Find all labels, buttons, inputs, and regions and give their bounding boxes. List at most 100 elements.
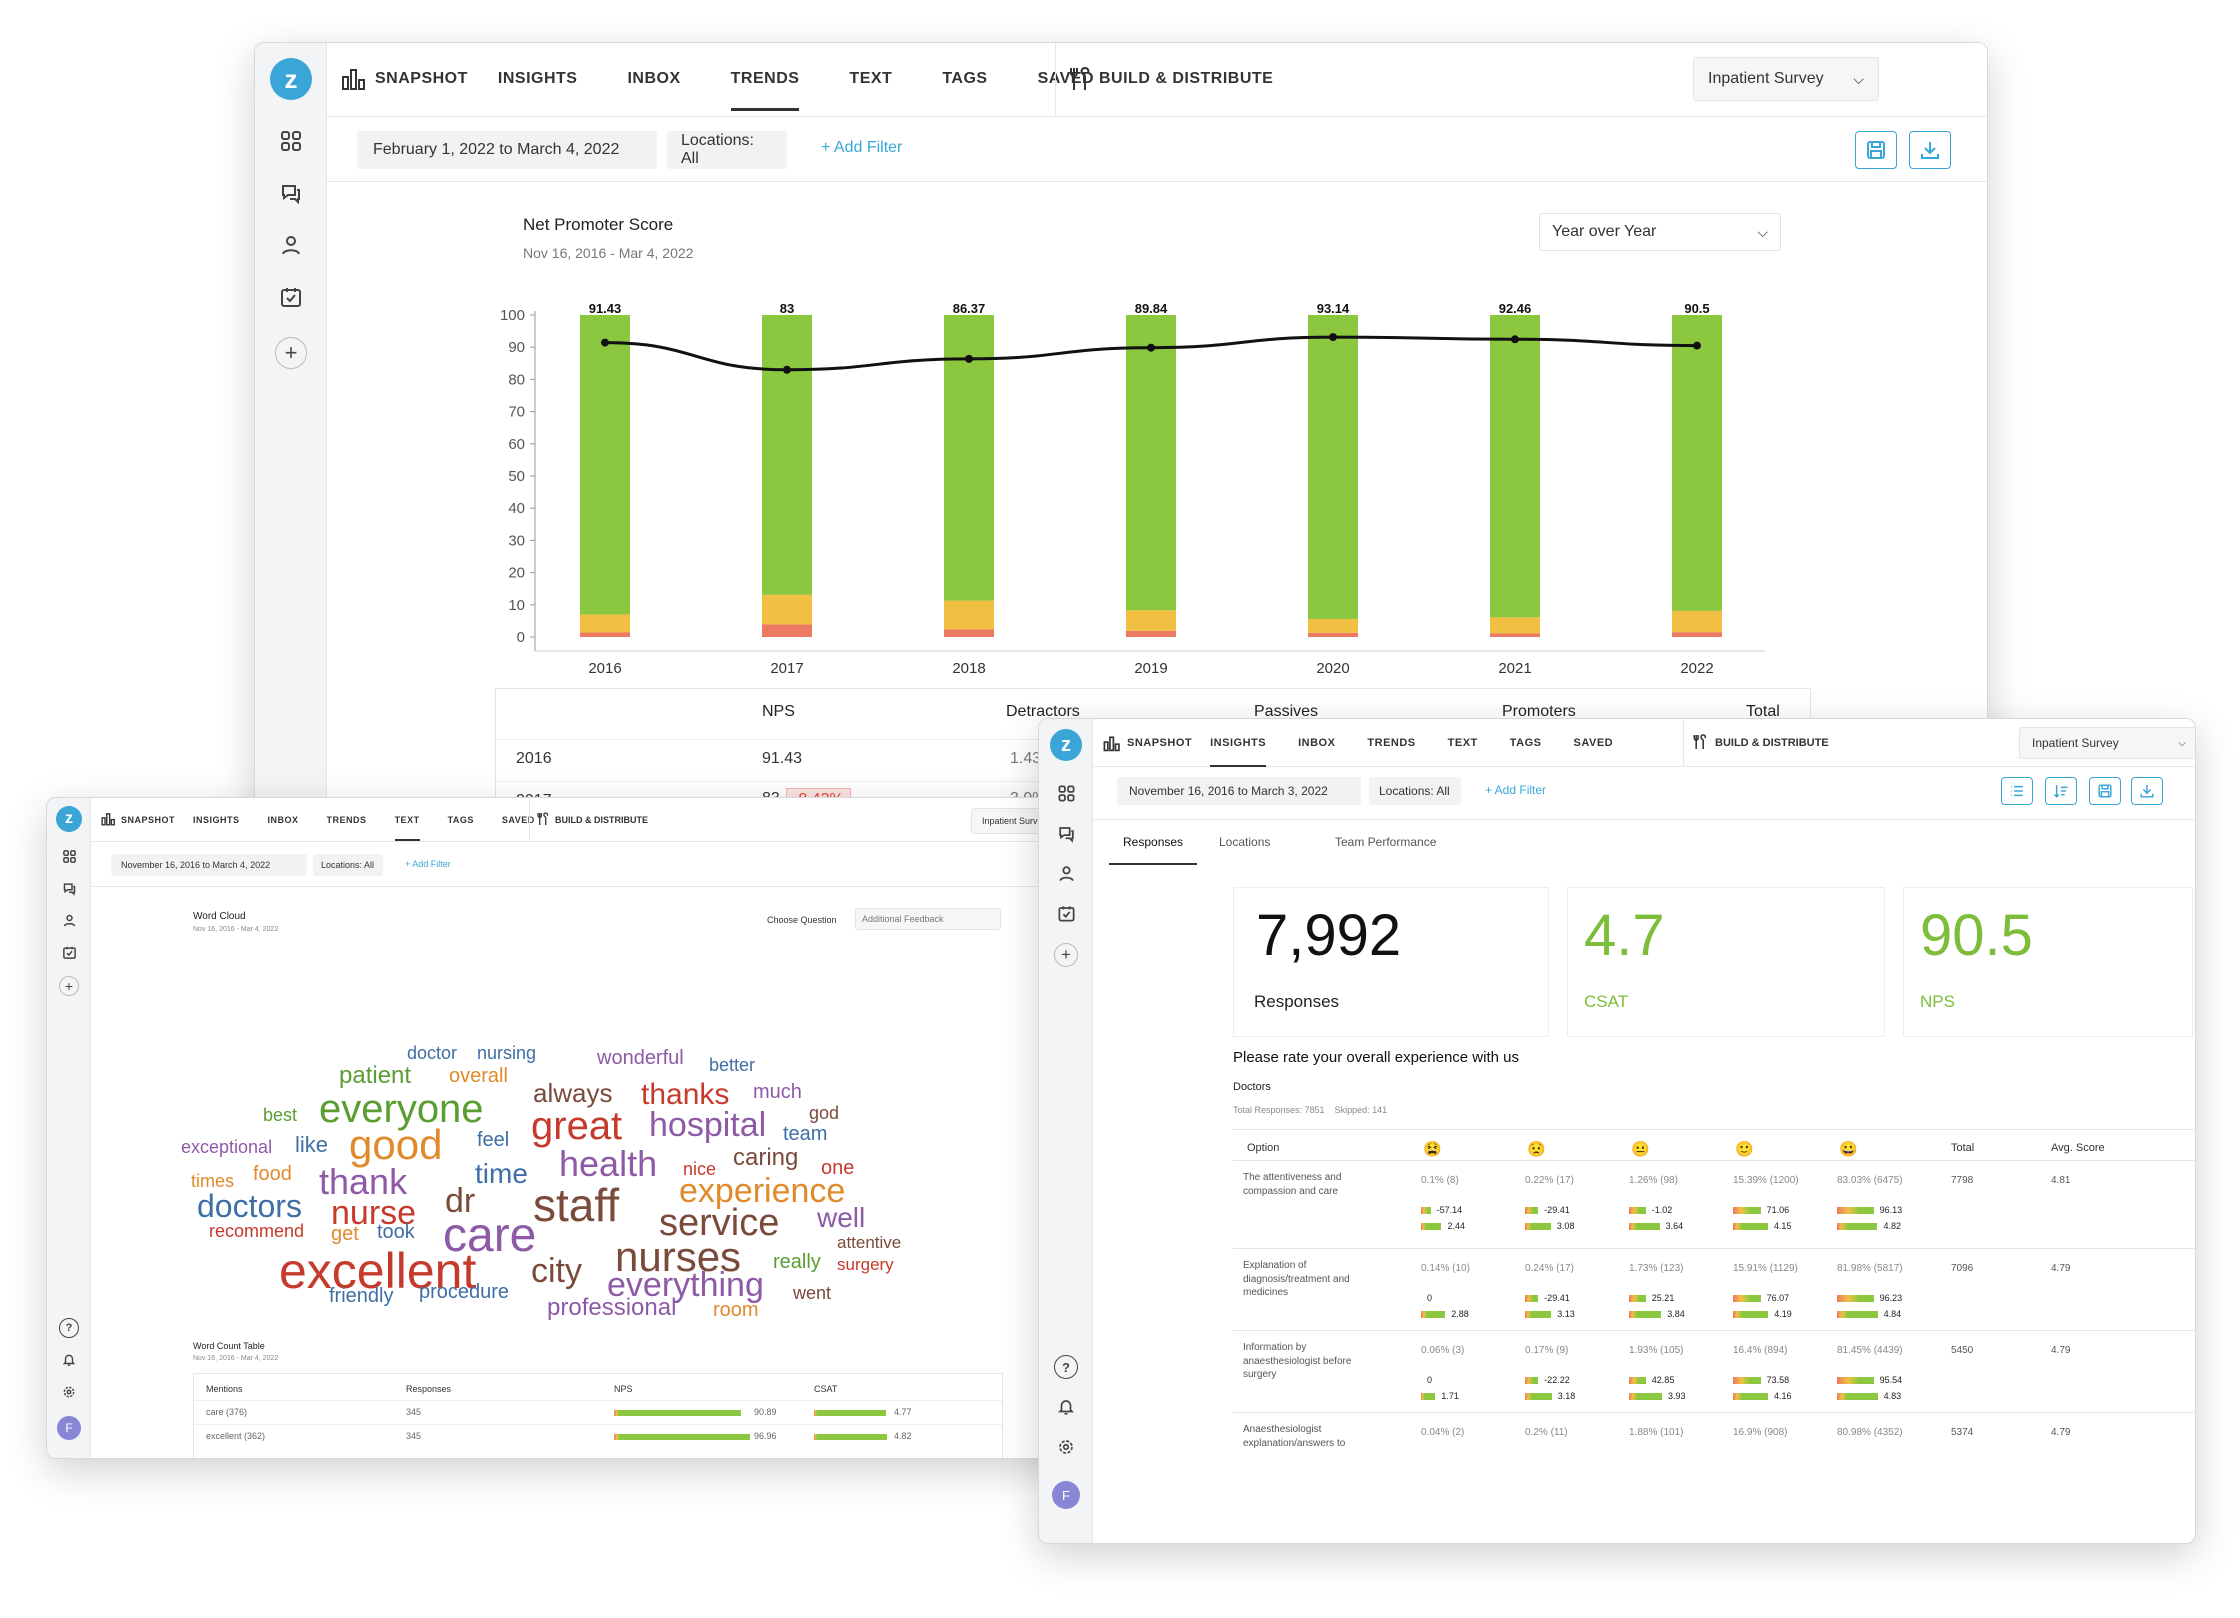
chat-icon[interactable]: [275, 177, 307, 209]
word-cloud-word[interactable]: went: [793, 1283, 832, 1303]
word-cloud-word[interactable]: wonderful: [597, 1047, 684, 1069]
nav-text[interactable]: TEXT: [394, 815, 420, 841]
word-cloud-word[interactable]: times: [191, 1171, 235, 1191]
word-cloud-word[interactable]: one: [821, 1157, 855, 1179]
word-cloud-word[interactable]: nursing: [477, 1043, 537, 1063]
nav-saved[interactable]: SAVED: [501, 815, 535, 825]
word-cloud-word[interactable]: room: [713, 1299, 759, 1321]
list-view-button[interactable]: [2001, 777, 2033, 805]
word-cloud-word[interactable]: took: [377, 1221, 415, 1243]
save-button[interactable]: [1855, 131, 1897, 169]
date-range-chip[interactable]: November 16, 2016 to March 4, 2022: [111, 854, 307, 876]
word-cloud-word[interactable]: everyone: [319, 1087, 484, 1131]
logo-icon[interactable]: z: [270, 58, 312, 100]
date-range-chip[interactable]: November 16, 2016 to March 3, 2022: [1117, 777, 1361, 805]
calendar-check-icon[interactable]: [275, 281, 307, 313]
logo-icon[interactable]: z: [56, 806, 82, 832]
nav-snapshot[interactable]: SNAPSHOT: [1127, 737, 1193, 749]
nav-snapshot[interactable]: SNAPSHOT: [121, 815, 176, 825]
help-icon[interactable]: ?: [59, 1318, 79, 1338]
word-cloud-word[interactable]: god: [809, 1103, 840, 1123]
calendar-check-icon[interactable]: [59, 942, 79, 962]
download-button[interactable]: [2131, 777, 2163, 805]
nav-trends[interactable]: TRENDS: [326, 815, 367, 825]
word-cloud-word[interactable]: food: [253, 1163, 292, 1185]
nav-saved[interactable]: SAVED: [1037, 70, 1095, 87]
dashboard-icon[interactable]: [59, 846, 79, 866]
bell-icon[interactable]: [59, 1350, 79, 1370]
nav-snapshot[interactable]: SNAPSHOT: [375, 70, 468, 87]
avatar[interactable]: F: [1052, 1481, 1080, 1509]
gear-icon[interactable]: [1054, 1435, 1078, 1459]
word-cloud-word[interactable]: nurse: [331, 1194, 417, 1232]
word-cloud-word[interactable]: city: [531, 1252, 582, 1290]
user-icon[interactable]: [59, 910, 79, 930]
logo-icon[interactable]: z: [1050, 729, 1082, 761]
word-cloud-word[interactable]: recommend: [209, 1221, 305, 1241]
user-icon[interactable]: [1054, 861, 1078, 885]
nav-tags[interactable]: TAGS: [447, 815, 474, 825]
nav-inbox[interactable]: INBOX: [1298, 737, 1336, 749]
word-cloud-word[interactable]: friendly: [329, 1285, 394, 1307]
word-cloud-word[interactable]: overall: [449, 1065, 508, 1087]
word-cloud-word[interactable]: nice: [683, 1159, 717, 1179]
nav-inbox[interactable]: INBOX: [267, 815, 299, 825]
dashboard-icon[interactable]: [1054, 781, 1078, 805]
word-cloud-word[interactable]: get: [331, 1223, 359, 1245]
chat-icon[interactable]: [59, 878, 79, 898]
nav-text[interactable]: TEXT: [1447, 737, 1478, 749]
word-cloud-word[interactable]: attentive: [837, 1233, 902, 1252]
word-cloud-word[interactable]: feel: [477, 1129, 510, 1151]
word-cloud-word[interactable]: doctor: [407, 1043, 458, 1063]
word-cloud-word[interactable]: care: [443, 1209, 537, 1262]
word-cloud-word[interactable]: procedure: [419, 1281, 510, 1303]
word-cloud-word[interactable]: thanks: [641, 1078, 730, 1111]
tab-locations[interactable]: Locations: [1219, 835, 1271, 849]
tab-responses[interactable]: Responses: [1109, 835, 1198, 865]
locations-chip[interactable]: Locations: All: [1369, 777, 1461, 805]
word-cloud-word[interactable]: professional: [547, 1294, 677, 1321]
locations-chip[interactable]: Locations: All: [667, 131, 787, 169]
plus-icon[interactable]: +: [59, 976, 79, 996]
word-cloud-word[interactable]: patient: [339, 1062, 412, 1089]
word-cloud-word[interactable]: hospital: [649, 1106, 767, 1144]
plus-icon[interactable]: +: [275, 337, 307, 369]
help-icon[interactable]: ?: [1054, 1355, 1078, 1379]
word-cloud-word[interactable]: experience: [679, 1172, 846, 1210]
word-cloud-word[interactable]: everything: [607, 1266, 764, 1304]
nav-inbox[interactable]: INBOX: [627, 70, 681, 87]
nav-insights[interactable]: INSIGHTS: [497, 70, 578, 87]
nav-tags[interactable]: TAGS: [942, 70, 988, 87]
nav-trends[interactable]: TRENDS: [1367, 737, 1416, 749]
locations-chip[interactable]: Locations: All: [313, 854, 383, 876]
word-cloud-word[interactable]: great: [531, 1104, 623, 1148]
word-cloud-word[interactable]: dr: [445, 1182, 476, 1220]
calendar-check-icon[interactable]: [1054, 901, 1078, 925]
word-cloud-word[interactable]: like: [295, 1132, 329, 1157]
word-cloud-word[interactable]: service: [659, 1202, 780, 1244]
nav-insights[interactable]: INSIGHTS: [193, 815, 240, 825]
nav-build-distribute[interactable]: BUILD & DISTRIBUTE: [1099, 70, 1274, 87]
word-cloud-word[interactable]: really: [773, 1251, 821, 1273]
survey-select[interactable]: Inpatient Survey ⌵: [2019, 727, 2195, 759]
word-cloud-word[interactable]: health: [559, 1143, 658, 1184]
nav-insights[interactable]: INSIGHTS: [1210, 737, 1267, 767]
avatar[interactable]: F: [57, 1416, 81, 1440]
save-button[interactable]: [2089, 777, 2121, 805]
word-cloud-word[interactable]: always: [533, 1078, 613, 1108]
word-cloud-word[interactable]: team: [783, 1123, 828, 1145]
add-filter-link[interactable]: + Add Filter: [821, 139, 903, 156]
word-cloud-word[interactable]: exceptional: [181, 1137, 273, 1157]
user-icon[interactable]: [275, 229, 307, 261]
compare-select[interactable]: Year over Year ⌵: [1539, 213, 1781, 251]
word-cloud-word[interactable]: time: [475, 1158, 528, 1189]
bell-icon[interactable]: [1054, 1395, 1078, 1419]
word-cloud-word[interactable]: much: [753, 1081, 802, 1103]
question-select[interactable]: Additional Feedback: [855, 908, 1001, 930]
word-cloud-word[interactable]: better: [709, 1055, 756, 1075]
plus-icon[interactable]: +: [1054, 943, 1078, 967]
word-cloud-word[interactable]: staff: [533, 1179, 620, 1231]
sort-button[interactable]: [2045, 777, 2077, 805]
nav-build-distribute[interactable]: BUILD & DISTRIBUTE: [555, 815, 648, 825]
dashboard-icon[interactable]: [275, 125, 307, 157]
